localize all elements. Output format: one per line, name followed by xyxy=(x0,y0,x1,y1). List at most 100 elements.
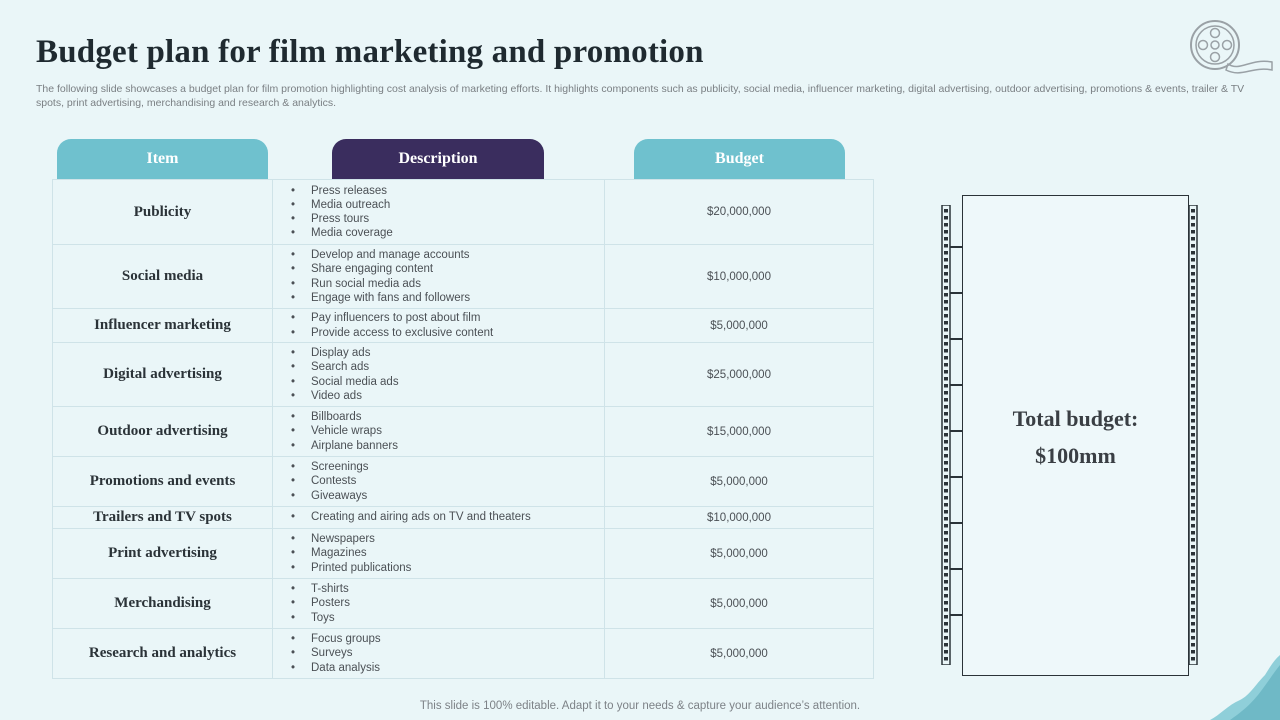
film-perforation xyxy=(944,643,948,647)
bullet-item: • Provide access to exclusive content xyxy=(291,326,604,340)
film-perforation xyxy=(944,503,948,507)
table-row: Merchandising • T-shirts • Posters • Toys $5,00… xyxy=(53,578,873,628)
bullet-icon: • xyxy=(291,489,296,502)
film-perforation xyxy=(944,622,948,626)
bullet-text: Surveys xyxy=(311,647,353,660)
bullet-text: Focus groups xyxy=(311,633,381,646)
film-perforation xyxy=(1191,573,1195,577)
film-perforation xyxy=(1191,657,1195,661)
film-perforation xyxy=(1191,349,1195,353)
film-perforation xyxy=(944,230,948,234)
film-perforation xyxy=(1191,601,1195,605)
table-row: Influencer marketing • Pay influencers to … xyxy=(53,308,873,342)
bullet-icon: • xyxy=(291,184,296,197)
film-perforation xyxy=(944,545,948,549)
film-perforation xyxy=(1191,594,1195,598)
film-perforation xyxy=(944,279,948,283)
bullet-item: • T-shirts xyxy=(291,582,604,596)
table-row: Social media • Develop and manage accounts… xyxy=(53,244,873,308)
film-perforation xyxy=(944,475,948,479)
bullet-text: Vehicle wraps xyxy=(311,425,382,438)
bullet-icon: • xyxy=(291,291,296,304)
film-perforation xyxy=(1191,370,1195,374)
row-item-label: Merchandising xyxy=(53,579,273,628)
bullet-item: • Data analysis xyxy=(291,661,604,675)
film-perforation xyxy=(944,573,948,577)
film-perforation xyxy=(1191,454,1195,458)
film-perforation xyxy=(1191,300,1195,304)
bullet-icon: • xyxy=(291,647,296,660)
page-title: Budget plan for film marketing and promo… xyxy=(36,34,704,70)
bullet-text: Printed publications xyxy=(311,561,412,574)
bullet-item: • Newspapers xyxy=(291,532,604,546)
film-perforation xyxy=(1191,650,1195,654)
film-perforation xyxy=(944,587,948,591)
film-perforation xyxy=(944,412,948,416)
total-budget-value: $100mm xyxy=(1035,443,1116,468)
bullet-item: • Printed publications xyxy=(291,561,604,575)
film-perforation xyxy=(1191,230,1195,234)
film-perforation xyxy=(1191,608,1195,612)
film-perforation xyxy=(1191,559,1195,563)
film-perforation xyxy=(944,510,948,514)
film-perforation xyxy=(944,517,948,521)
film-perforation xyxy=(1191,517,1195,521)
film-perforation xyxy=(944,216,948,220)
bullet-text: Magazines xyxy=(311,547,367,560)
film-perforation xyxy=(944,496,948,500)
row-description: • Develop and manage accounts • Share engag… xyxy=(273,245,605,308)
bullet-item: • Press releases xyxy=(291,184,604,198)
row-item-label: Digital advertising xyxy=(53,343,273,406)
bullet-icon: • xyxy=(291,361,296,374)
row-item-label: Publicity xyxy=(53,180,273,244)
film-perforation xyxy=(1191,580,1195,584)
bullet-text: Run social media ads xyxy=(311,277,421,290)
bullet-text: Search ads xyxy=(311,361,370,374)
film-perforation xyxy=(944,391,948,395)
film-perforation xyxy=(944,657,948,661)
bullet-icon: • xyxy=(291,277,296,290)
bullet-icon: • xyxy=(291,597,296,610)
row-budget-value: $5,000,000 xyxy=(710,647,768,660)
film-perforation xyxy=(944,531,948,535)
film-perforation xyxy=(944,482,948,486)
bullet-text: Engage with fans and followers xyxy=(311,291,471,304)
film-perforation xyxy=(1191,356,1195,360)
film-perforation xyxy=(1191,636,1195,640)
film-perforation xyxy=(1191,622,1195,626)
row-budget-value: $20,000,000 xyxy=(707,206,771,218)
bullet-item: • Contests xyxy=(291,474,604,488)
film-perforation xyxy=(944,370,948,374)
film-perforation xyxy=(944,419,948,423)
film-perforation xyxy=(1191,629,1195,633)
film-perforation xyxy=(944,265,948,269)
bullet-text: Airplane banners xyxy=(311,439,398,452)
bullet-item: • Search ads xyxy=(291,360,604,374)
bullet-icon: • xyxy=(291,198,296,211)
bullet-text: Toys xyxy=(311,611,335,624)
film-perforation xyxy=(944,363,948,367)
bullet-item: • Posters xyxy=(291,596,604,610)
bullet-icon: • xyxy=(291,561,296,574)
bullet-item: • Magazines xyxy=(291,546,604,560)
table-row: Promotions and events • Screenings • Contest… xyxy=(53,456,873,506)
row-description: • T-shirts • Posters • Toys xyxy=(273,579,605,628)
film-perforation xyxy=(944,223,948,227)
bullet-text: Develop and manage accounts xyxy=(311,249,470,262)
row-description: • Press releases • Media outreach • Press tou… xyxy=(273,180,605,244)
bullet-icon: • xyxy=(291,533,296,546)
row-description: • Screenings • Contests • Giveaways xyxy=(273,457,605,506)
table-row: Print advertising • Newspapers • Magazines • P… xyxy=(53,528,873,578)
bullet-text: Contests xyxy=(311,475,357,488)
film-perforation xyxy=(1191,440,1195,444)
bullet-text: Media coverage xyxy=(311,227,393,240)
film-perforation xyxy=(1191,342,1195,346)
budget-table: Publicity • Press releases • Media outreach •… xyxy=(52,179,874,679)
bullet-icon: • xyxy=(291,425,296,438)
bullet-text: Social media ads xyxy=(311,375,399,388)
film-perforation xyxy=(1191,503,1195,507)
film-perforation xyxy=(944,426,948,430)
row-item-label: Influencer marketing xyxy=(53,309,273,342)
bullet-text: Billboards xyxy=(311,411,362,424)
bullet-text: Media outreach xyxy=(311,198,391,211)
